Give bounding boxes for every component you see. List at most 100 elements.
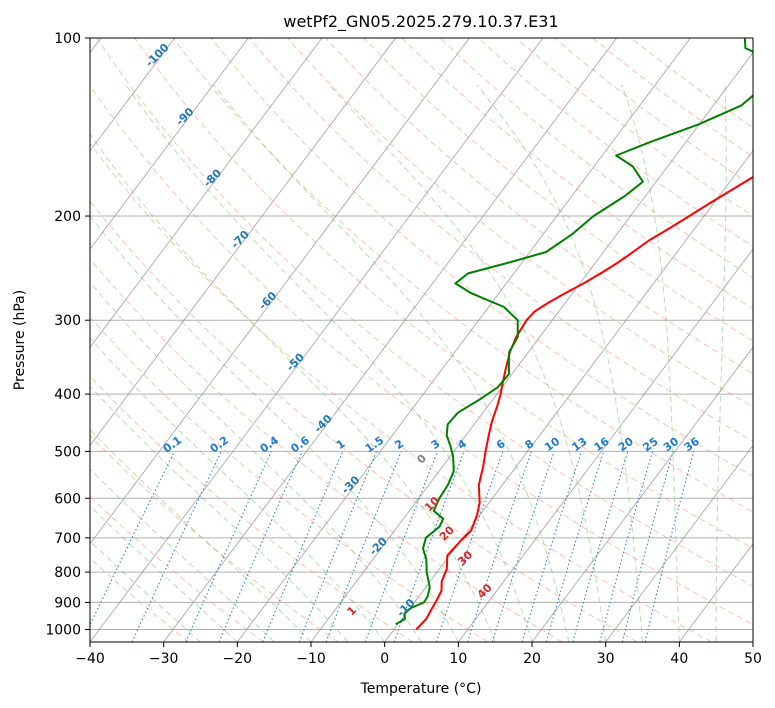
y-axis: 100 200 300 400 500 600 700 800 900 1000 — [45, 31, 90, 638]
x-tick-label: 40 — [670, 651, 688, 667]
y-tick-label: 700 — [54, 531, 81, 547]
moist-adiabat-line — [90, 337, 386, 642]
y-tick-label: 600 — [54, 491, 81, 507]
dry-adiabat-line — [210, 38, 753, 477]
x-tick-label: 0 — [380, 651, 389, 667]
mixing-ratio-line — [262, 451, 344, 642]
dry-adiabat-line — [363, 38, 753, 342]
mixing-ratio-line — [545, 451, 605, 642]
dry-adiabat-line — [554, 38, 753, 187]
x-tick-label: −40 — [75, 651, 105, 667]
isotherm-line — [237, 38, 691, 642]
mixing-ratio-line — [467, 451, 532, 642]
dry-adiabat-line — [90, 375, 414, 642]
isotherm-line — [90, 38, 175, 152]
x-tick-label: −10 — [296, 651, 326, 667]
x-tick-label: −20 — [223, 651, 253, 667]
x-axis: −40 −30 −20 −10 0 10 20 30 40 50 — [75, 642, 762, 667]
mixing-ratio-label: 4 — [455, 437, 469, 452]
moist-adiabat-line — [621, 84, 680, 642]
mixing-ratio-line — [185, 451, 272, 642]
dry-adiabat-line — [90, 258, 563, 642]
isotherm-line — [163, 38, 617, 642]
mixing-ratio-label: 8 — [523, 437, 537, 452]
mixing-ratio-label: 0.6 — [288, 433, 312, 455]
mixing-ratio-label: 0.1 — [161, 434, 184, 456]
moist-adiabat-line — [90, 468, 275, 642]
y-axis-label: Pressure (hPa) — [12, 290, 28, 390]
dry-adiabat-line — [248, 38, 753, 442]
y-tick-label: 400 — [54, 387, 81, 403]
y-tick-label: 100 — [54, 31, 81, 47]
dry-adiabat-label: -80 — [201, 166, 224, 189]
dry-adiabat-line — [477, 38, 753, 247]
moist-adiabat-line — [125, 84, 533, 642]
y-tick-label: 500 — [54, 444, 81, 460]
dry-adiabat-line — [96, 38, 753, 587]
chart-title: wetPf2_GN05.2025.279.10.37.E31 — [283, 12, 558, 32]
isotherm-line — [605, 444, 753, 642]
x-tick-label: 20 — [523, 651, 541, 667]
isotherm-line — [90, 38, 470, 545]
mixing-ratio-line — [644, 451, 695, 642]
isotherm-line — [90, 38, 249, 250]
dry-adiabat-line — [90, 557, 190, 642]
mixing-ratio-line — [218, 451, 303, 642]
x-tick-label: 30 — [597, 651, 615, 667]
mixing-ratio-line — [521, 451, 582, 642]
moist-adiabat-line — [90, 505, 238, 642]
moist-adiabats — [90, 84, 727, 642]
moist-adiabat-line — [90, 540, 201, 642]
dry-adiabat-label: -10 — [394, 596, 417, 619]
x-axis-label: Temperature (°C) — [360, 681, 482, 697]
dry-adiabat-line — [287, 38, 753, 408]
moist-adiabat-line — [90, 215, 459, 642]
mixing-ratio-line — [491, 451, 555, 642]
moist-adiabat-line — [90, 385, 349, 642]
dry-adiabat-line — [90, 84, 753, 626]
y-tick-label: 800 — [54, 565, 81, 581]
isotherm-line — [531, 346, 753, 642]
mixing-ratio-label: 1.5 — [363, 434, 386, 456]
isobar-grid — [90, 38, 753, 630]
mixing-ratio-label: 0.4 — [258, 433, 282, 455]
mixing-ratio-line — [435, 451, 504, 642]
y-tick-label: 200 — [54, 209, 81, 225]
dry-adiabat-label: -50 — [284, 350, 307, 373]
moist-adiabat-line — [476, 84, 643, 642]
dry-adiabat-line — [325, 38, 753, 375]
dry-adiabat-line — [90, 142, 712, 642]
mixing-ratio-line — [325, 451, 402, 642]
mixing-ratio-line — [393, 451, 465, 642]
mixing-ratio-line — [298, 451, 377, 642]
dry-adiabat-label: -70 — [229, 228, 252, 251]
x-tick-label: 10 — [449, 651, 467, 667]
moist-adiabat-label: 30 — [455, 548, 475, 568]
plot-frame — [89, 37, 754, 643]
mixing-ratio-line — [599, 451, 654, 642]
dry-adiabat-line — [172, 38, 753, 513]
dry-adiabat-label: -90 — [173, 105, 196, 128]
x-tick-label: 50 — [744, 651, 762, 667]
mixing-ratio-label: 3 — [429, 437, 443, 452]
moist-adiabat-line — [90, 133, 496, 642]
y-tick-label: 300 — [54, 313, 81, 329]
mixing-ratio-label: 2 — [392, 437, 406, 452]
mixing-ratio-label: 1 — [334, 437, 348, 452]
isotherm-grid — [90, 38, 753, 642]
dry-adiabat-line — [90, 495, 264, 642]
isotherm-line — [679, 543, 753, 642]
dry-adiabat-label: -60 — [256, 289, 279, 312]
temperature-line — [415, 175, 753, 631]
dry-adiabat-line — [439, 38, 753, 278]
moist-adiabat-line — [90, 428, 312, 642]
moist-adiabat-line — [329, 84, 607, 642]
dry-adiabat-label: -40 — [312, 412, 335, 435]
isotherm-line — [90, 38, 544, 642]
mixing-ratio-line — [364, 451, 438, 642]
dry-adiabats — [90, 38, 753, 642]
isotherm-line — [90, 38, 396, 447]
mixing-ratio-lines — [90, 451, 695, 642]
dry-adiabat-line — [90, 316, 488, 642]
